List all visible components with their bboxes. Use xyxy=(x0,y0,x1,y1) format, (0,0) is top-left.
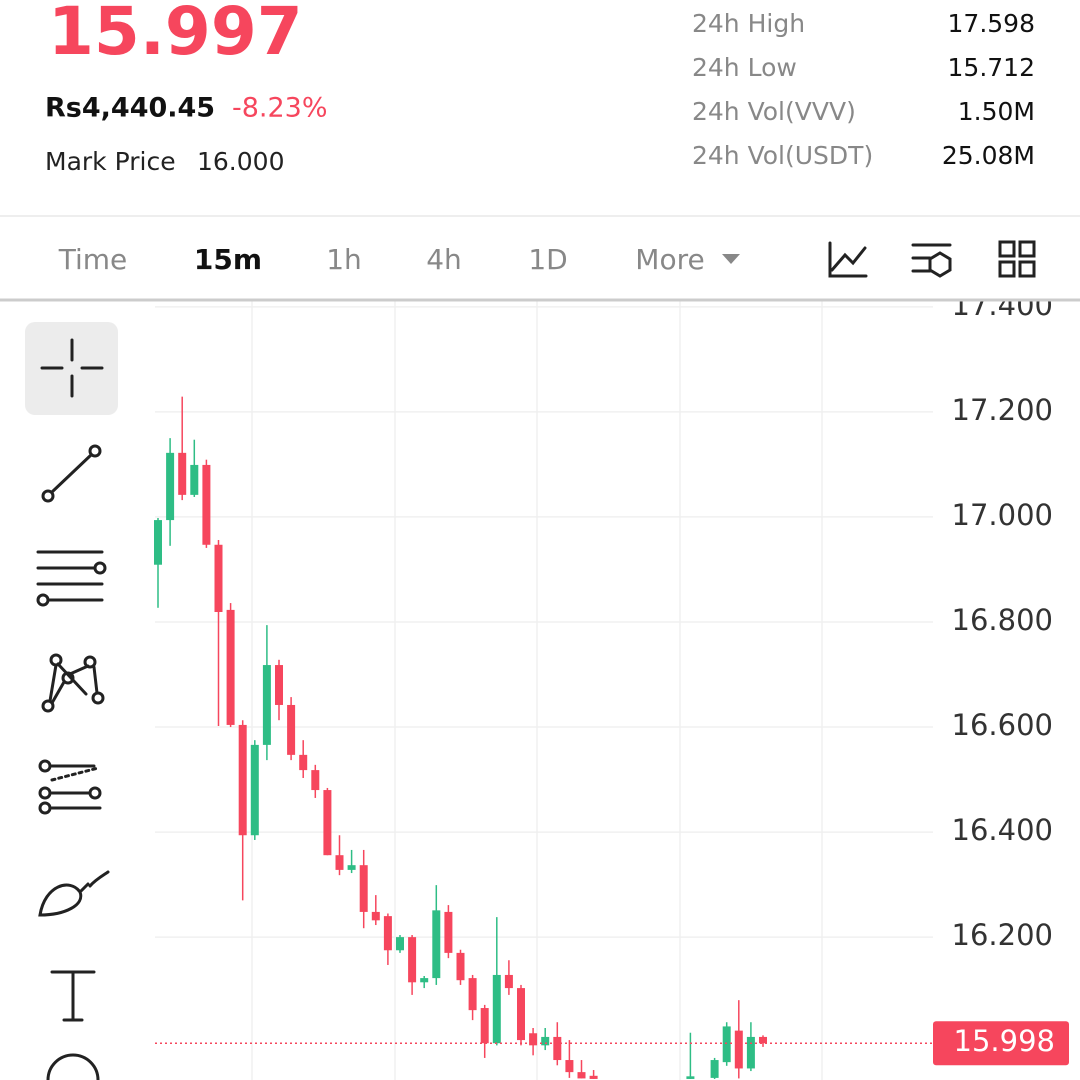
candle-body xyxy=(202,464,211,545)
candle-body xyxy=(589,1075,598,1079)
stat-value: 1.50M xyxy=(958,97,1035,126)
parallel-tool[interactable] xyxy=(36,550,107,607)
candle-body xyxy=(335,855,344,870)
candle-body xyxy=(214,544,223,612)
candle-body xyxy=(347,865,356,870)
interval-tab[interactable]: 1h xyxy=(326,243,362,276)
price-tag-label: 15.998 xyxy=(954,1024,1055,1058)
candle-body xyxy=(383,916,392,951)
candle-body xyxy=(565,1060,574,1073)
candle-body xyxy=(722,1026,731,1063)
last-price: 15.997 xyxy=(48,0,303,70)
change: -8.23% xyxy=(232,93,328,124)
candle-body xyxy=(504,974,513,989)
mark-value: 16.000 xyxy=(197,147,284,176)
text-tool[interactable] xyxy=(50,970,96,1022)
candle-body xyxy=(444,911,453,953)
stat-label: 24h Vol(VVV) xyxy=(692,97,856,126)
candle-body xyxy=(577,1072,586,1079)
time-grid xyxy=(251,300,823,1080)
y-tick-label: 16.400 xyxy=(952,813,1053,847)
interval-tab[interactable]: 4h xyxy=(426,243,462,276)
stat-value: 25.08M xyxy=(942,141,1035,170)
candle-body xyxy=(686,1076,695,1079)
chart: 16.20016.40016.60016.80017.00017.20017.4… xyxy=(154,288,1069,1080)
fib-tool[interactable] xyxy=(38,759,102,815)
candle-body xyxy=(480,1008,489,1044)
y-tick-label: 17.000 xyxy=(952,498,1053,532)
candle-body xyxy=(432,910,441,979)
candle-body xyxy=(311,770,320,791)
candle-body xyxy=(154,520,162,565)
candle-body xyxy=(396,937,404,951)
candle-body xyxy=(420,978,429,983)
dropdown-arrow xyxy=(722,254,740,264)
interval-tab[interactable]: More xyxy=(635,243,704,276)
candle-body xyxy=(541,1036,550,1046)
stat-value: 15.712 xyxy=(948,53,1035,82)
candle-body xyxy=(734,1030,743,1069)
y-tick-label: 16.200 xyxy=(952,918,1053,952)
candle-body xyxy=(759,1036,767,1044)
stat-value: 17.598 xyxy=(948,9,1035,38)
candle-body xyxy=(166,452,175,521)
pattern-tool[interactable] xyxy=(41,653,105,713)
price-tag xyxy=(933,1021,1069,1066)
candle-body xyxy=(517,988,525,1041)
stat-label: 24h Low xyxy=(692,53,797,82)
candle-body xyxy=(371,911,380,921)
interval-tab[interactable]: Time xyxy=(58,243,128,276)
line-tool[interactable] xyxy=(41,444,102,503)
candle-body xyxy=(299,754,308,771)
candle-body xyxy=(468,978,477,1011)
candle-body xyxy=(287,704,296,755)
mark-label: Mark Price xyxy=(45,147,176,176)
more-tool[interactable] xyxy=(46,1053,100,1080)
y-tick-label: 17.200 xyxy=(952,393,1053,427)
candle-body xyxy=(275,665,283,705)
fiat-price: Rs4,440.45 xyxy=(45,93,215,124)
candle-body xyxy=(250,744,259,836)
crosshair-tool[interactable] xyxy=(25,322,118,415)
candle-body xyxy=(408,937,417,983)
brush-tool[interactable] xyxy=(38,870,110,917)
candle-body xyxy=(226,609,235,725)
interval-tab[interactable]: 15m xyxy=(194,243,262,276)
candle-body xyxy=(492,974,501,1044)
y-tick-label: 16.600 xyxy=(952,708,1053,742)
header: 15.997 Rs4,440.45 -8.23% Mark Price 16.0… xyxy=(0,0,1080,302)
candle-body xyxy=(262,665,271,745)
y-tick-label: 16.800 xyxy=(952,603,1053,637)
candle-body xyxy=(553,1036,562,1061)
stat-label: 24h Vol(USDT) xyxy=(692,141,873,170)
candle-body xyxy=(238,724,247,836)
candle-body xyxy=(456,952,465,981)
candle-body xyxy=(710,1060,719,1078)
candle-body xyxy=(529,1033,538,1046)
candle-body xyxy=(323,790,332,856)
interval-tab[interactable]: 1D xyxy=(528,243,567,276)
candle-body xyxy=(178,452,187,495)
candle-body xyxy=(190,464,199,495)
tool-icons[interactable] xyxy=(828,240,1036,278)
candle-body xyxy=(359,865,368,912)
stat-label: 24h High xyxy=(692,9,805,38)
candle-body xyxy=(746,1036,755,1069)
drawing-toolbar xyxy=(25,322,118,1080)
